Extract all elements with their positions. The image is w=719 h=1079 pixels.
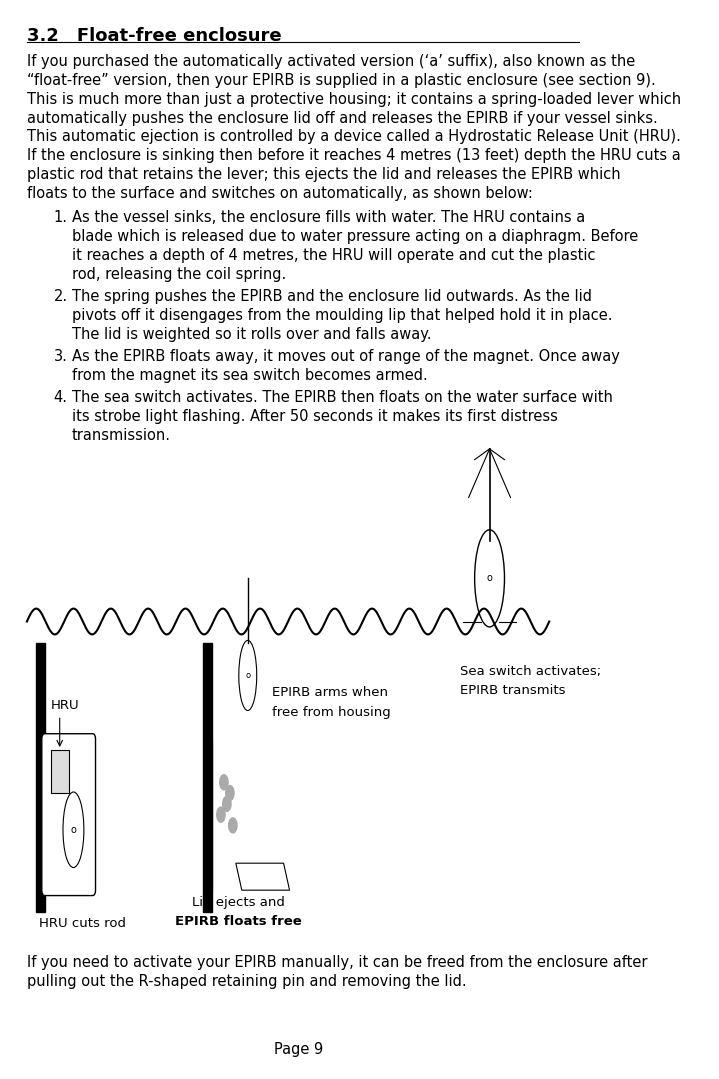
Text: HRU: HRU <box>51 699 79 712</box>
Text: transmission.: transmission. <box>72 427 170 442</box>
Circle shape <box>229 818 237 833</box>
Text: 3.2 Float-free enclosure: 3.2 Float-free enclosure <box>27 27 282 45</box>
Ellipse shape <box>239 640 257 710</box>
Circle shape <box>220 775 228 790</box>
Circle shape <box>226 786 234 801</box>
Text: Page 9: Page 9 <box>274 1042 323 1057</box>
Text: automatically pushes the enclosure lid off and releases the EPIRB if your vessel: automatically pushes the enclosure lid o… <box>27 110 658 125</box>
Text: The spring pushes the EPIRB and the enclosure lid outwards. As the lid: The spring pushes the EPIRB and the encl… <box>72 289 592 304</box>
Text: 1.: 1. <box>54 210 68 226</box>
Text: o: o <box>487 573 493 584</box>
Text: This automatic ejection is controlled by a device called a Hydrostatic Release U: This automatic ejection is controlled by… <box>27 129 681 145</box>
Text: This is much more than just a protective housing; it contains a spring-loaded le: This is much more than just a protective… <box>27 92 681 107</box>
Text: Lid ejects and: Lid ejects and <box>193 896 285 909</box>
Text: The sea switch activates. The EPIRB then floats on the water surface with: The sea switch activates. The EPIRB then… <box>72 390 613 405</box>
Circle shape <box>223 796 231 811</box>
Text: rod, releasing the coil spring.: rod, releasing the coil spring. <box>72 267 286 282</box>
Text: its strobe light flashing. After 50 seconds it makes its first distress: its strobe light flashing. After 50 seco… <box>72 409 557 424</box>
Text: If you need to activate your EPIRB manually, it can be freed from the enclosure : If you need to activate your EPIRB manua… <box>27 955 647 970</box>
Text: EPIRB floats free: EPIRB floats free <box>175 915 302 928</box>
Text: 4.: 4. <box>54 390 68 405</box>
Bar <box>36 643 45 912</box>
Text: “float-free” version, then your EPIRB is supplied in a plastic enclosure (see se: “float-free” version, then your EPIRB is… <box>27 73 656 87</box>
Text: o: o <box>70 824 76 835</box>
Circle shape <box>216 807 225 822</box>
Text: pulling out the R-shaped retaining pin and removing the lid.: pulling out the R-shaped retaining pin a… <box>27 973 467 988</box>
Text: it reaches a depth of 4 metres, the HRU will operate and cut the plastic: it reaches a depth of 4 metres, the HRU … <box>72 248 595 263</box>
Polygon shape <box>236 863 290 890</box>
Text: floats to the surface and switches on automatically, as shown below:: floats to the surface and switches on au… <box>27 186 533 201</box>
Text: from the magnet its sea switch becomes armed.: from the magnet its sea switch becomes a… <box>72 368 427 383</box>
Text: As the EPIRB floats away, it moves out of range of the magnet. Once away: As the EPIRB floats away, it moves out o… <box>72 349 620 364</box>
Text: The lid is weighted so it rolls over and falls away.: The lid is weighted so it rolls over and… <box>72 327 431 342</box>
Text: plastic rod that retains the lever; this ejects the lid and releases the EPIRB w: plastic rod that retains the lever; this… <box>27 167 620 182</box>
Text: EPIRB arms when: EPIRB arms when <box>272 686 388 699</box>
Text: 3.: 3. <box>54 349 68 364</box>
Text: 2.: 2. <box>54 289 68 304</box>
Text: pivots off it disengages from the moulding lip that helped hold it in place.: pivots off it disengages from the mouldi… <box>72 308 612 323</box>
Text: HRU cuts rod: HRU cuts rod <box>39 917 126 930</box>
Text: o: o <box>245 671 250 680</box>
Bar <box>51 750 68 793</box>
Ellipse shape <box>63 792 84 868</box>
Text: As the vessel sinks, the enclosure fills with water. The HRU contains a: As the vessel sinks, the enclosure fills… <box>72 210 585 226</box>
Text: EPIRB transmits: EPIRB transmits <box>459 684 565 697</box>
Bar <box>203 643 212 912</box>
Text: free from housing: free from housing <box>272 706 390 719</box>
Text: If the enclosure is sinking then before it reaches 4 metres (13 feet) depth the : If the enclosure is sinking then before … <box>27 148 681 163</box>
Text: blade which is released due to water pressure acting on a diaphragm. Before: blade which is released due to water pre… <box>72 229 638 244</box>
FancyBboxPatch shape <box>42 734 96 896</box>
Ellipse shape <box>475 530 505 627</box>
Text: Sea switch activates;: Sea switch activates; <box>459 665 601 678</box>
Text: If you purchased the automatically activated version (‘a’ suffix), also known as: If you purchased the automatically activ… <box>27 54 635 69</box>
